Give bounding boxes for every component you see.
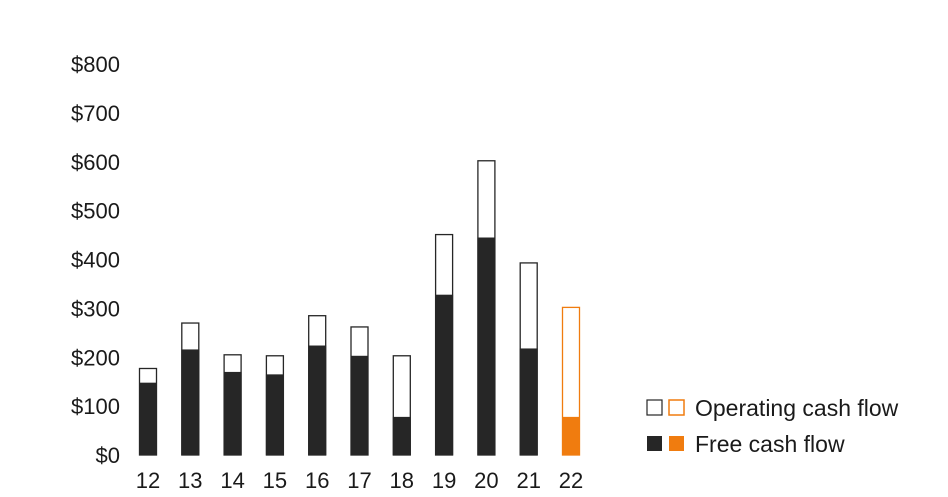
free-cash-flow-bar bbox=[477, 237, 496, 455]
y-tick-label: $600 bbox=[71, 150, 120, 175]
free-cash-flow-bar bbox=[308, 345, 327, 455]
x-tick-label: 17 bbox=[347, 468, 371, 493]
free-cash-flow-bar bbox=[392, 416, 411, 455]
free-cash-flow-bar bbox=[139, 382, 157, 455]
legend-operating-label: Operating cash flow bbox=[695, 395, 899, 421]
x-tick-label: 19 bbox=[432, 468, 456, 493]
y-tick-label: $700 bbox=[71, 101, 120, 126]
x-tick-label: 16 bbox=[305, 468, 329, 493]
y-tick-label: $100 bbox=[71, 394, 120, 419]
legend-operating-swatch-highlight bbox=[668, 399, 685, 416]
legend-operating-swatch-dark bbox=[646, 399, 663, 416]
x-tick-label: 12 bbox=[136, 468, 160, 493]
x-axis-labels: 12 13 14 15 16 17 18 19 20 21 22 bbox=[136, 468, 583, 493]
x-tick-label: 18 bbox=[390, 468, 414, 493]
free-cash-flow-bar bbox=[519, 348, 538, 455]
x-tick-label: 14 bbox=[220, 468, 244, 493]
y-tick-label: $200 bbox=[71, 345, 120, 370]
bars bbox=[138, 160, 581, 456]
free-cash-flow-bar bbox=[350, 355, 369, 455]
x-tick-label: 13 bbox=[178, 468, 202, 493]
legend-free-label: Free cash flow bbox=[695, 431, 845, 457]
free-cash-flow-bar bbox=[181, 349, 200, 455]
y-axis-labels: $0 $100 $200 $300 $400 $500 $600 $700 $800 bbox=[71, 52, 120, 468]
legend-free-swatch-highlight bbox=[669, 436, 684, 451]
x-tick-label: 21 bbox=[516, 468, 540, 493]
free-cash-flow-bar bbox=[265, 374, 284, 455]
y-tick-label: $400 bbox=[71, 248, 120, 273]
x-tick-label: 20 bbox=[474, 468, 498, 493]
free-cash-flow-bar bbox=[223, 371, 242, 455]
y-tick-label: $0 bbox=[96, 443, 120, 468]
y-tick-label: $800 bbox=[71, 52, 120, 77]
y-tick-label: $500 bbox=[71, 199, 120, 224]
legend: Operating cash flow Free cash flow bbox=[646, 395, 899, 457]
x-tick-label: 22 bbox=[559, 468, 583, 493]
y-tick-label: $300 bbox=[71, 296, 120, 321]
free-cash-flow-bar bbox=[562, 416, 580, 455]
x-tick-label: 15 bbox=[263, 468, 287, 493]
legend-free-swatch-dark bbox=[647, 436, 662, 451]
free-cash-flow-bar bbox=[435, 294, 454, 455]
